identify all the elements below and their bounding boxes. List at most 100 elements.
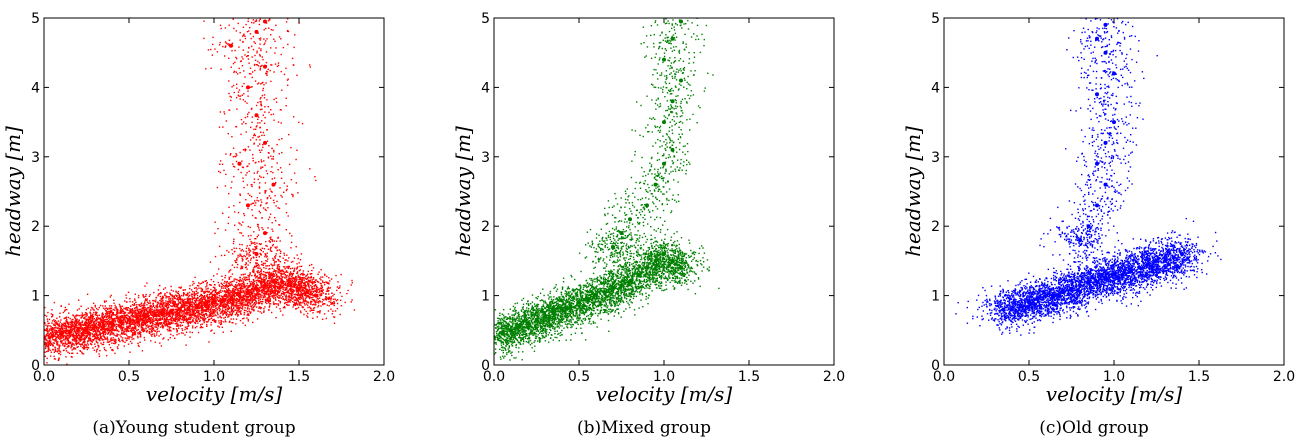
scatter-dot	[119, 324, 121, 327]
scatter-dot	[146, 301, 149, 303]
scatter-dot	[133, 315, 135, 317]
scatter-dot	[211, 317, 213, 319]
scatter-dot	[57, 343, 59, 345]
scatter-dot	[55, 329, 58, 332]
scatter-dot	[146, 307, 149, 309]
scatter-dot	[127, 322, 129, 324]
scatter-dot	[87, 332, 89, 334]
scatter-dot	[63, 335, 65, 337]
scatter-dot	[102, 327, 104, 329]
scatter-dot	[70, 322, 73, 324]
scatter-dot	[298, 282, 300, 284]
scatter-dot	[269, 298, 271, 300]
scatter-dot	[112, 324, 114, 327]
scatter-dot	[194, 276, 196, 279]
scatter-dot	[199, 283, 201, 285]
scatter-dot	[127, 329, 129, 332]
scatter-dot	[98, 314, 100, 316]
scatter-dot	[139, 315, 141, 317]
scatter-dot	[210, 284, 212, 286]
scatter-dot	[248, 298, 250, 301]
scatter-dot	[233, 301, 235, 303]
scatter-dot	[160, 322, 163, 325]
scatter-dot	[120, 311, 123, 313]
scatter-dot	[75, 315, 77, 317]
scatter-dot	[269, 286, 271, 288]
scatter-dot	[147, 314, 150, 316]
scatter-dot	[62, 324, 65, 326]
scatter-dot	[127, 291, 130, 293]
scatter-dot	[114, 342, 116, 345]
scatter-dot	[65, 348, 67, 350]
scatter-dot	[238, 283, 240, 285]
scatter-dot	[91, 321, 93, 324]
scatter-dot	[271, 289, 273, 291]
scatter-dot	[135, 316, 137, 318]
scatter-dot	[227, 310, 229, 312]
scatter-dot	[197, 309, 199, 311]
scatter-dot	[196, 288, 198, 290]
scatter-dot	[70, 327, 72, 329]
scatter-dot	[224, 295, 226, 297]
scatter-dot	[95, 332, 97, 334]
scatter-dot	[110, 317, 112, 319]
scatter-dot	[246, 300, 248, 302]
scatter-dot	[210, 288, 212, 291]
scatter-points	[44, 18, 356, 365]
scatter-dot	[127, 330, 130, 332]
scatter-dot	[119, 311, 121, 314]
scatter-dot	[136, 315, 138, 317]
scatter-dot	[122, 321, 124, 323]
scatter-dot	[252, 300, 254, 302]
scatter-dot	[55, 337, 57, 339]
scatter-dot	[234, 298, 236, 301]
scatter-dot	[45, 346, 47, 348]
scatter-dot	[240, 290, 242, 292]
scatter-dot	[115, 341, 117, 344]
scatter-dot	[81, 334, 84, 337]
scatter-dot	[131, 336, 133, 339]
scatter-dot	[169, 314, 171, 316]
scatter-dot	[81, 316, 83, 318]
scatter-dot	[182, 318, 184, 320]
scatter-dot	[68, 329, 70, 332]
scatter-dot	[273, 285, 275, 287]
scatter-dot	[137, 344, 140, 347]
scatter-dot	[282, 269, 284, 271]
scatter-dot	[69, 342, 71, 345]
scatter-dot	[212, 280, 215, 283]
scatter-dot	[84, 338, 86, 340]
scatter-dot	[117, 310, 119, 312]
scatter-dot	[130, 311, 132, 313]
scatter-dot	[193, 282, 195, 285]
scatter-dot	[250, 302, 252, 304]
scatter-dot	[51, 315, 54, 317]
scatter-dot	[184, 312, 186, 314]
scatter-dot	[231, 313, 233, 315]
scatter-dot	[151, 321, 153, 324]
scatter-dot	[228, 271, 230, 273]
scatter-dot	[161, 310, 164, 312]
scatter-dot	[206, 308, 209, 310]
scatter-dot	[167, 315, 169, 318]
scatter-dot	[231, 322, 233, 324]
scatter-dot	[63, 343, 65, 345]
scatter-dot	[246, 308, 249, 310]
scatter-dot	[173, 302, 175, 304]
scatter-dot	[130, 314, 132, 317]
scatter-dot	[79, 343, 81, 345]
scatter-dot	[207, 288, 209, 290]
scatter-dot	[123, 331, 125, 334]
scatter-dot	[77, 321, 79, 323]
scatter-dot	[186, 297, 189, 300]
scatter-dot	[133, 310, 135, 312]
scatter-dot	[243, 313, 245, 316]
scatter-dot	[186, 326, 188, 328]
scatter-dot	[211, 297, 213, 299]
scatter-dot	[271, 290, 273, 293]
scatter-dot	[290, 275, 293, 278]
scatter-dot	[236, 279, 238, 281]
scatter-dot	[81, 320, 84, 322]
scatter-dot	[158, 293, 160, 295]
scatter-dot	[74, 324, 77, 326]
